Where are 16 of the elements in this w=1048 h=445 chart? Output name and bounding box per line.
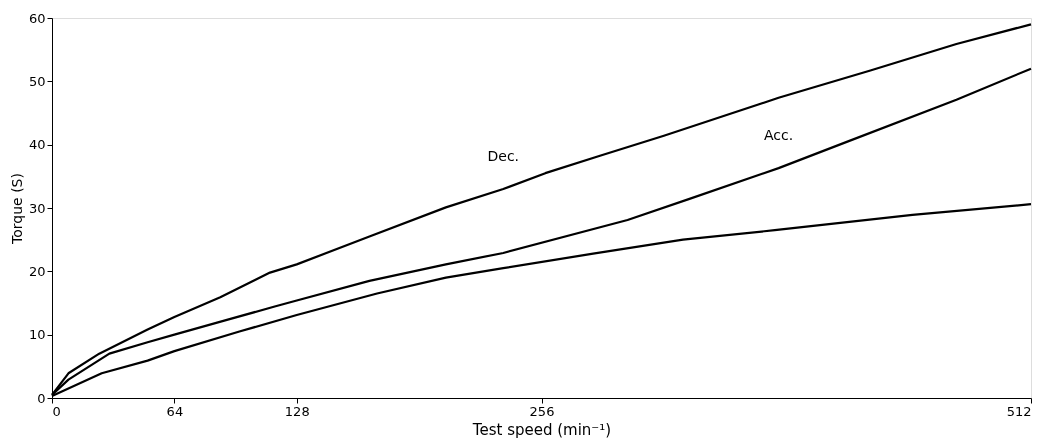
- y-tick-label: 30: [28, 200, 46, 216]
- series-label: Acc.: [764, 127, 794, 144]
- x-tick-label: 0: [52, 403, 61, 419]
- x-tick-label: 512: [1006, 403, 1032, 419]
- x-tick-label: 128: [284, 403, 310, 419]
- y-tick-label: 20: [28, 263, 46, 279]
- y-tick-label: 40: [28, 137, 46, 153]
- y-tick-label: 50: [28, 73, 46, 89]
- y-tick-label: 10: [28, 327, 46, 343]
- y-tick-label: 0: [37, 390, 46, 406]
- y-axis-title: Torque (S): [8, 173, 25, 245]
- series-label: Dec.: [487, 148, 520, 164]
- y-tick-label: 60: [28, 10, 46, 26]
- x-tick-label: 64: [166, 403, 184, 419]
- x-axis-title: Test speed (min⁻¹): [471, 420, 612, 439]
- x-tick-label: 256: [529, 403, 555, 419]
